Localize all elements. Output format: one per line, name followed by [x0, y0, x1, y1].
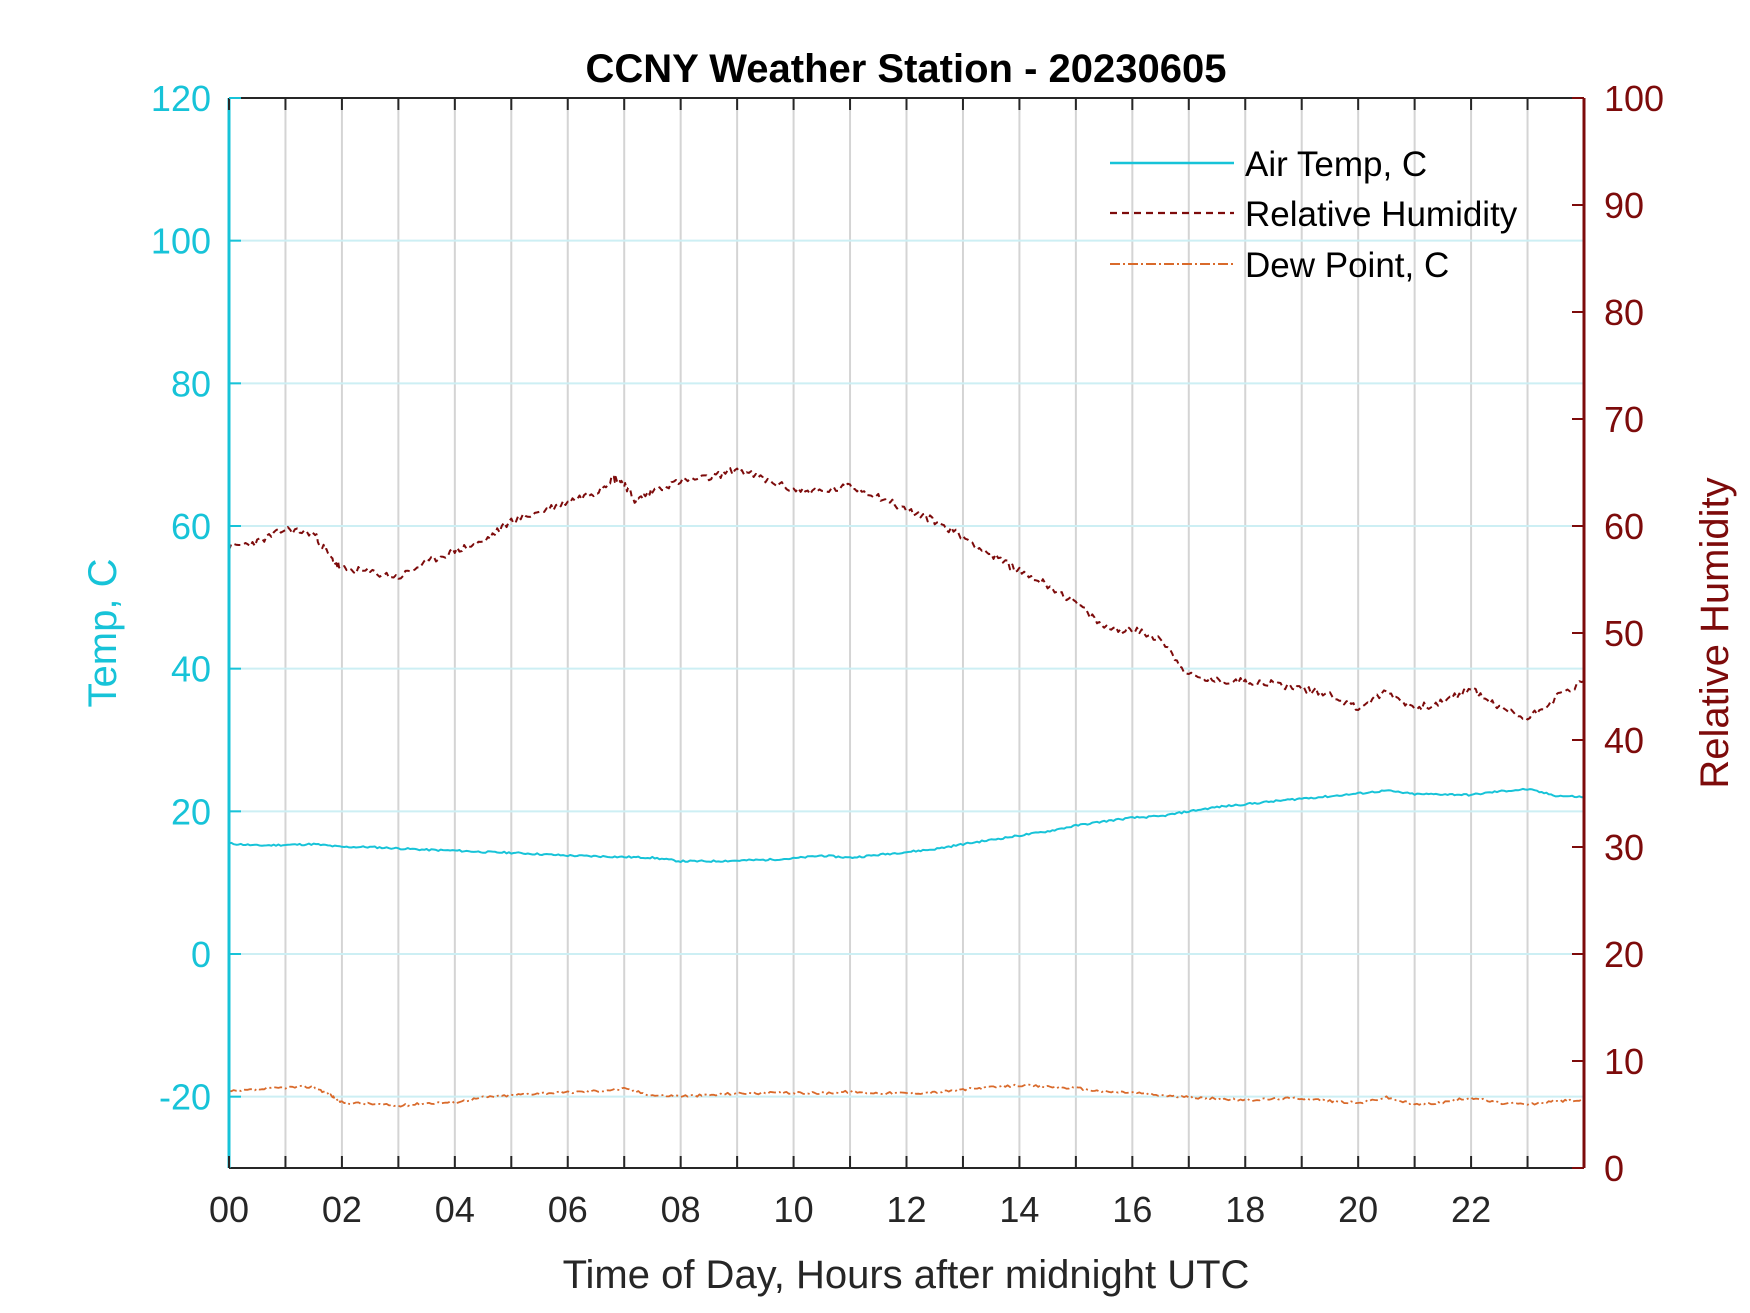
- x-tick-label: 04: [435, 1189, 475, 1230]
- y-right-tick-label: 50: [1604, 613, 1644, 654]
- x-axis-label: Time of Day, Hours after midnight UTC: [563, 1253, 1250, 1297]
- chart-title: CCNY Weather Station - 20230605: [586, 47, 1227, 91]
- x-tick-label: 14: [999, 1189, 1039, 1230]
- y-right-tick-label: 100: [1604, 78, 1664, 119]
- legend-label-air-temp: Air Temp, C: [1245, 145, 1427, 184]
- x-tick-label: 22: [1451, 1189, 1491, 1230]
- y-left-tick-label: 120: [151, 78, 211, 119]
- y-left-tick-label: 60: [171, 506, 211, 547]
- y-right-tick-label: 90: [1604, 185, 1644, 226]
- x-tick-label: 00: [209, 1189, 249, 1230]
- y-left-tick-label: 80: [171, 363, 211, 404]
- series-line-air-temp: [228, 787, 1585, 864]
- y-left-tick-label: 20: [171, 791, 211, 832]
- x-tick-label: 12: [886, 1189, 926, 1230]
- x-tick-label: 06: [548, 1189, 588, 1230]
- x-tick-label: 20: [1338, 1189, 1378, 1230]
- axes: [227, 97, 1586, 1169]
- y-right-tick-label: 10: [1604, 1041, 1644, 1082]
- series-line-humidity: [228, 467, 1585, 721]
- y-right-tick-label: 80: [1604, 292, 1644, 333]
- y-left-tick-label: -20: [159, 1077, 211, 1118]
- series-layer: [228, 467, 1585, 1108]
- y-left-tick-label: 0: [191, 934, 211, 975]
- y-right-tick-label: 40: [1604, 720, 1644, 761]
- x-tick-label: 16: [1112, 1189, 1152, 1230]
- x-tick-label: 02: [322, 1189, 362, 1230]
- y-axis-label-right: Relative Humidity: [1693, 477, 1737, 788]
- y-right-tick-label: 30: [1604, 827, 1644, 868]
- x-tick-label: 10: [774, 1189, 814, 1230]
- grid: [229, 98, 1584, 1168]
- legend-label-dew-point: Dew Point, C: [1245, 246, 1449, 285]
- x-tick-label: 18: [1225, 1189, 1265, 1230]
- legend: Air Temp, C Relative Humidity Dew Point,…: [1110, 145, 1518, 285]
- y-axis-label-left: Temp, C: [81, 559, 125, 708]
- y-left-tick-label: 100: [151, 221, 211, 262]
- y-left-tick-label: 40: [171, 649, 211, 690]
- y-right-tick-label: 60: [1604, 506, 1644, 547]
- tick-labels: 00 02 04 06 08 10 12 14 16 18 20 22-200204060801001…: [151, 78, 1664, 1230]
- series-line-dew-point: [229, 1083, 1585, 1108]
- x-tick-label: 08: [661, 1189, 701, 1230]
- legend-label-humidity: Relative Humidity: [1245, 195, 1518, 234]
- y-right-tick-label: 70: [1604, 399, 1644, 440]
- y-right-tick-label: 20: [1604, 934, 1644, 975]
- y-right-tick-label: 0: [1604, 1148, 1624, 1189]
